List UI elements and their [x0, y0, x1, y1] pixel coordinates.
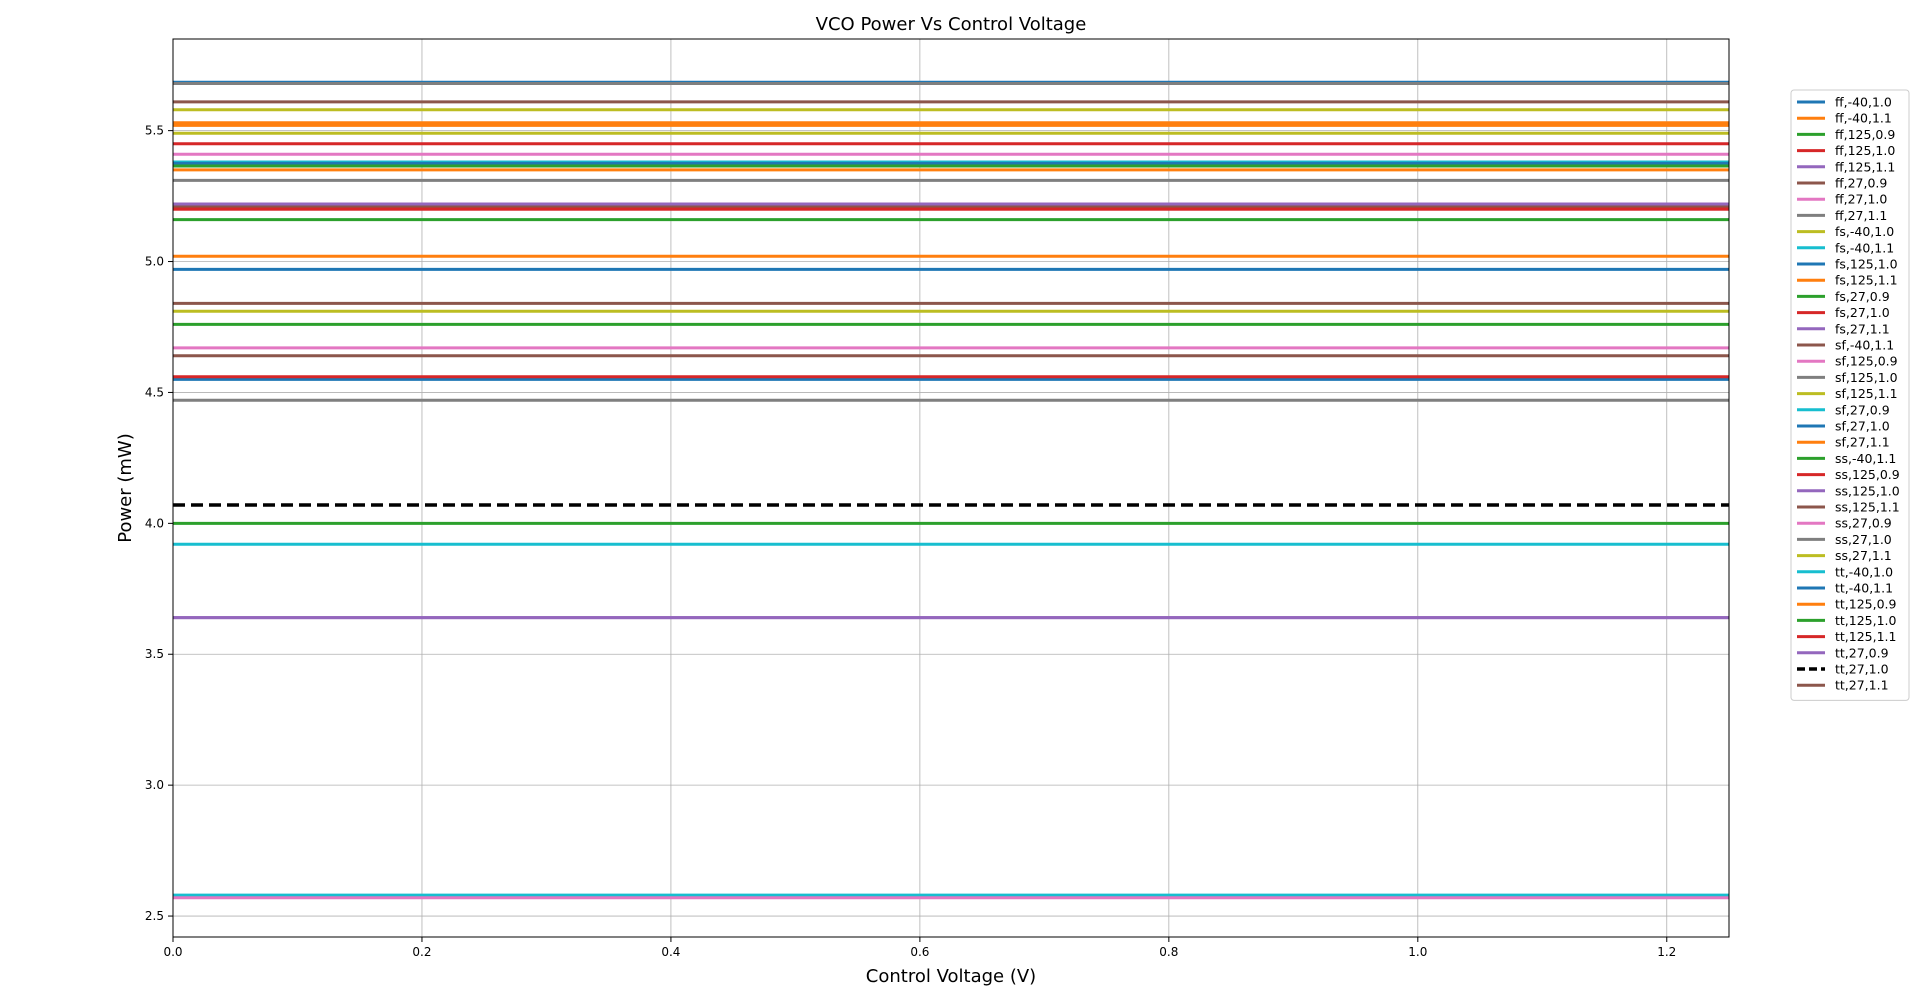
y-tick-label: 3.0 [145, 778, 164, 792]
legend-label: fs,125,1.1 [1835, 273, 1898, 288]
x-tick-label: 0.6 [910, 945, 929, 959]
legend-label: ss,125,1.0 [1835, 483, 1900, 498]
legend-label: sf,125,1.1 [1835, 386, 1898, 401]
y-tick-label: 2.5 [145, 909, 164, 923]
legend-label: sf,125,0.9 [1835, 354, 1898, 369]
legend-label: ss,-40,1.1 [1835, 451, 1896, 466]
y-tick-label: 4.0 [145, 516, 164, 530]
legend-label: ff,27,0.9 [1835, 176, 1887, 191]
legend-label: fs,27,1.0 [1835, 305, 1890, 320]
legend-label: ss,125,0.9 [1835, 467, 1900, 482]
legend-label: sf,-40,1.1 [1835, 338, 1894, 353]
x-axis-label: Control Voltage (V) [866, 966, 1036, 987]
y-axis-label: Power (mW) [115, 433, 136, 543]
legend-label: ss,27,1.0 [1835, 532, 1892, 547]
x-tick-label: 1.2 [1657, 945, 1676, 959]
legend-label: sf,27,1.1 [1835, 435, 1890, 450]
legend-label: ss,27,1.1 [1835, 548, 1892, 563]
legend-label: fs,-40,1.1 [1835, 240, 1894, 255]
legend: ff,-40,1.0ff,-40,1.1ff,125,0.9ff,125,1.0… [1791, 90, 1909, 700]
x-tick-label: 1.0 [1408, 945, 1427, 959]
legend-label: tt,-40,1.1 [1835, 581, 1893, 596]
legend-label: fs,27,0.9 [1835, 289, 1890, 304]
legend-label: fs,-40,1.0 [1835, 224, 1894, 239]
legend-label: sf,27,0.9 [1835, 402, 1890, 417]
legend-label: ff,125,0.9 [1835, 127, 1895, 142]
y-tick-label: 5.0 [145, 255, 164, 269]
legend-label: sf,27,1.0 [1835, 419, 1890, 434]
x-tick-label: 0.2 [412, 945, 431, 959]
y-tick-label: 3.5 [145, 647, 164, 661]
y-tick-label: 5.5 [145, 124, 164, 138]
legend-label: tt,125,1.1 [1835, 629, 1897, 644]
legend-label: ff,-40,1.1 [1835, 111, 1892, 126]
x-tick-label: 0.0 [163, 945, 182, 959]
legend-label: ff,27,1.1 [1835, 208, 1887, 223]
x-tick-label: 0.4 [661, 945, 680, 959]
chart-title: VCO Power Vs Control Voltage [816, 14, 1087, 35]
legend-label: tt,27,0.9 [1835, 645, 1889, 660]
legend-label: fs,125,1.0 [1835, 257, 1898, 272]
legend-label: tt,27,1.1 [1835, 678, 1889, 693]
y-tick-label: 4.5 [145, 385, 164, 399]
legend-label: tt,125,0.9 [1835, 597, 1897, 612]
legend-label: sf,125,1.0 [1835, 370, 1898, 385]
legend-label: ss,27,0.9 [1835, 516, 1892, 531]
legend-label: tt,125,1.0 [1835, 613, 1897, 628]
x-tick-label: 0.8 [1159, 945, 1178, 959]
legend-label: fs,27,1.1 [1835, 321, 1890, 336]
legend-label: ff,125,1.1 [1835, 159, 1895, 174]
legend-label: ff,27,1.0 [1835, 192, 1887, 207]
legend-label: ss,125,1.1 [1835, 500, 1900, 515]
legend-label: ff,-40,1.0 [1835, 95, 1892, 110]
legend-label: tt,-40,1.0 [1835, 564, 1893, 579]
legend-label: ff,125,1.0 [1835, 143, 1895, 158]
legend-label: tt,27,1.0 [1835, 662, 1889, 677]
